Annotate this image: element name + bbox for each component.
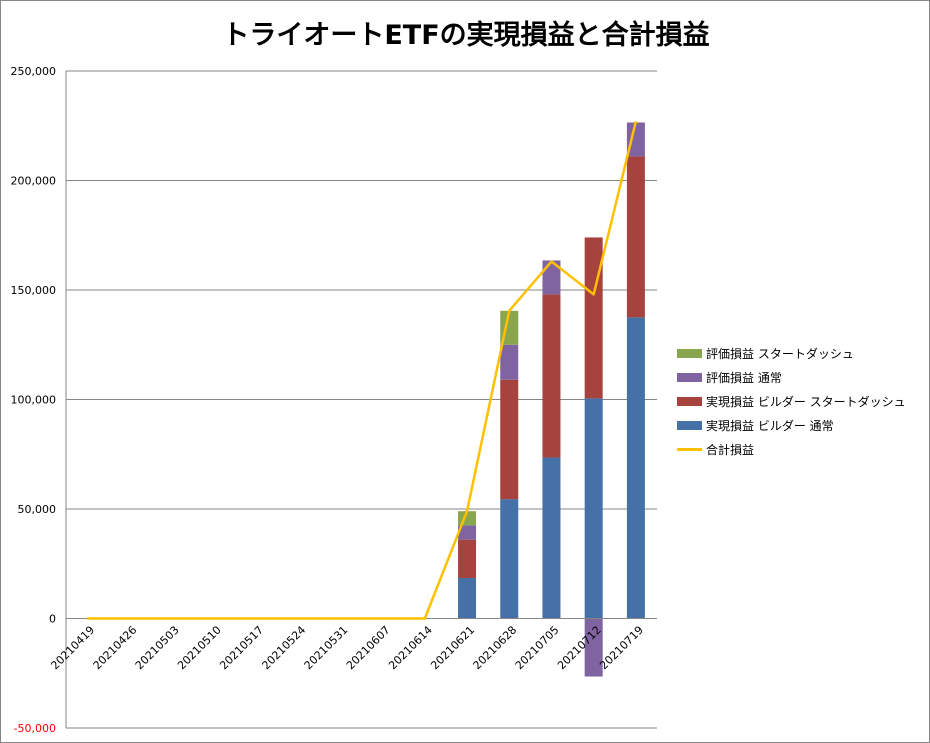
x-tick-label: 20210419 bbox=[48, 623, 97, 672]
bar-segment bbox=[584, 237, 603, 399]
x-tick-label: 20210705 bbox=[513, 623, 562, 672]
bar-segment bbox=[458, 577, 477, 619]
y-tick-label: 200,000 bbox=[11, 175, 57, 188]
x-tick-label: 20210621 bbox=[428, 623, 477, 672]
bar-segment bbox=[542, 294, 561, 458]
bar-segment bbox=[500, 344, 519, 380]
legend-item: 実現損益 ビルダー 通常 bbox=[677, 413, 906, 437]
bar-segment bbox=[542, 457, 561, 619]
legend-item: 合計損益 bbox=[677, 437, 906, 461]
bar-segment bbox=[626, 156, 645, 318]
x-tick-label: 20210607 bbox=[344, 623, 393, 672]
legend: 評価損益 スタートダッシュ 評価損益 通常実現損益 ビルダー スタートダッシュ 実現… bbox=[677, 341, 906, 461]
legend-label: 評価損益 スタートダッシュ bbox=[706, 346, 854, 361]
legend-label: 実現損益 ビルダー 通常 bbox=[706, 418, 834, 433]
bar-segment bbox=[500, 499, 519, 619]
legend-swatch bbox=[677, 420, 702, 430]
x-tick-label: 20210628 bbox=[471, 623, 520, 672]
y-tick-label: 0 bbox=[49, 613, 56, 626]
x-tick-label: 20210503 bbox=[133, 623, 182, 672]
x-tick-label: 20210517 bbox=[217, 623, 266, 672]
legend-label: 実現損益 ビルダー スタートダッシュ bbox=[706, 394, 906, 409]
y-tick-label: -50,000 bbox=[14, 722, 56, 735]
bar-segment bbox=[626, 317, 645, 619]
y-tick-label: 250,000 bbox=[11, 65, 57, 78]
bar-segment bbox=[458, 539, 477, 578]
legend-swatch bbox=[677, 447, 702, 451]
legend-swatch bbox=[677, 396, 702, 406]
legend-swatch bbox=[677, 372, 702, 382]
y-tick-label: 100,000 bbox=[11, 394, 57, 407]
legend-label: 評価損益 通常 bbox=[706, 370, 782, 385]
legend-label: 合計損益 bbox=[706, 442, 755, 457]
x-tick-label: 20210719 bbox=[597, 623, 646, 672]
total-line bbox=[87, 121, 638, 620]
x-tick-label: 20210531 bbox=[302, 623, 351, 672]
x-tick-label: 20210614 bbox=[386, 623, 435, 672]
bar-segment bbox=[542, 260, 561, 295]
legend-swatch bbox=[677, 348, 702, 358]
y-tick-label: 150,000 bbox=[11, 284, 57, 297]
bar-segment bbox=[500, 379, 519, 500]
x-tick-label: 20210426 bbox=[91, 623, 140, 672]
x-tick-label: 20210524 bbox=[260, 623, 309, 672]
legend-item: 評価損益 通常 bbox=[677, 365, 906, 389]
y-tick-label: 50,000 bbox=[18, 503, 57, 516]
bar-segment bbox=[584, 618, 603, 677]
bar-segment bbox=[458, 525, 477, 540]
legend-item: 実現損益 ビルダー スタートダッシュ bbox=[677, 389, 906, 413]
bar-segment bbox=[626, 122, 645, 157]
legend-item: 評価損益 スタートダッシュ bbox=[677, 341, 906, 365]
chart-title: トライオートETFの実現損益と合計損益 bbox=[222, 20, 710, 51]
bar-segment bbox=[584, 398, 603, 619]
x-tick-label: 20210510 bbox=[175, 623, 224, 672]
